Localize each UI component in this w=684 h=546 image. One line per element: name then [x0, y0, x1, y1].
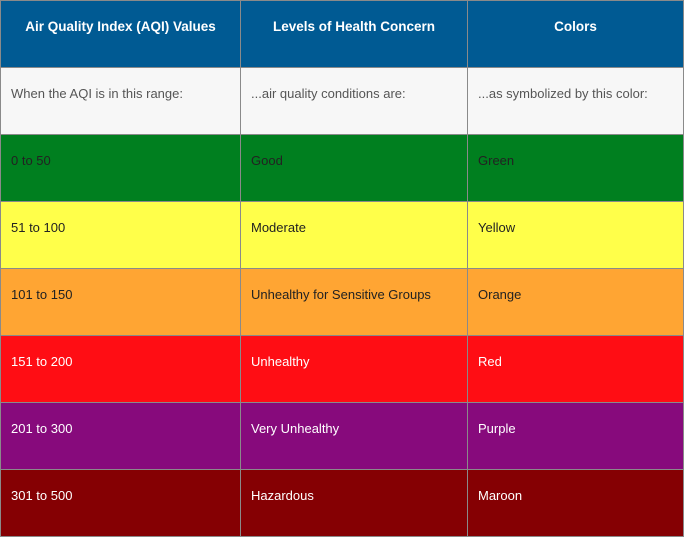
- color-name-cell: Orange: [467, 268, 684, 336]
- header-health-concern: Levels of Health Concern: [240, 0, 468, 68]
- health-level-cell: Good: [240, 134, 468, 202]
- color-name-cell: Purple: [467, 402, 684, 470]
- header-aqi-values: Air Quality Index (AQI) Values: [0, 0, 241, 68]
- aqi-range-cell: 301 to 500: [0, 469, 241, 537]
- color-name-cell: Maroon: [467, 469, 684, 537]
- color-name-cell: Green: [467, 134, 684, 202]
- aqi-range-cell: 51 to 100: [0, 201, 241, 269]
- table-row: 101 to 150 Unhealthy for Sensitive Group…: [0, 268, 684, 336]
- health-level-cell: Unhealthy for Sensitive Groups: [240, 268, 468, 336]
- header-colors: Colors: [467, 0, 684, 68]
- subheader-color: ...as symbolized by this color:: [467, 67, 684, 135]
- color-name-cell: Yellow: [467, 201, 684, 269]
- table-row: 151 to 200 Unhealthy Red: [0, 335, 684, 403]
- health-level-cell: Moderate: [240, 201, 468, 269]
- table-row: 51 to 100 Moderate Yellow: [0, 201, 684, 269]
- table-row: 201 to 300 Very Unhealthy Purple: [0, 402, 684, 470]
- aqi-range-cell: 151 to 200: [0, 335, 241, 403]
- aqi-range-cell: 201 to 300: [0, 402, 241, 470]
- table-row: 301 to 500 Hazardous Maroon: [0, 469, 684, 537]
- subheader-row: When the AQI is in this range: ...air qu…: [0, 67, 684, 135]
- health-level-cell: Very Unhealthy: [240, 402, 468, 470]
- subheader-conditions: ...air quality conditions are:: [240, 67, 468, 135]
- aqi-range-cell: 101 to 150: [0, 268, 241, 336]
- aqi-range-cell: 0 to 50: [0, 134, 241, 202]
- health-level-cell: Unhealthy: [240, 335, 468, 403]
- subheader-range: When the AQI is in this range:: [0, 67, 241, 135]
- color-name-cell: Red: [467, 335, 684, 403]
- header-row: Air Quality Index (AQI) Values Levels of…: [0, 0, 684, 68]
- health-level-cell: Hazardous: [240, 469, 468, 537]
- table-row: 0 to 50 Good Green: [0, 134, 684, 202]
